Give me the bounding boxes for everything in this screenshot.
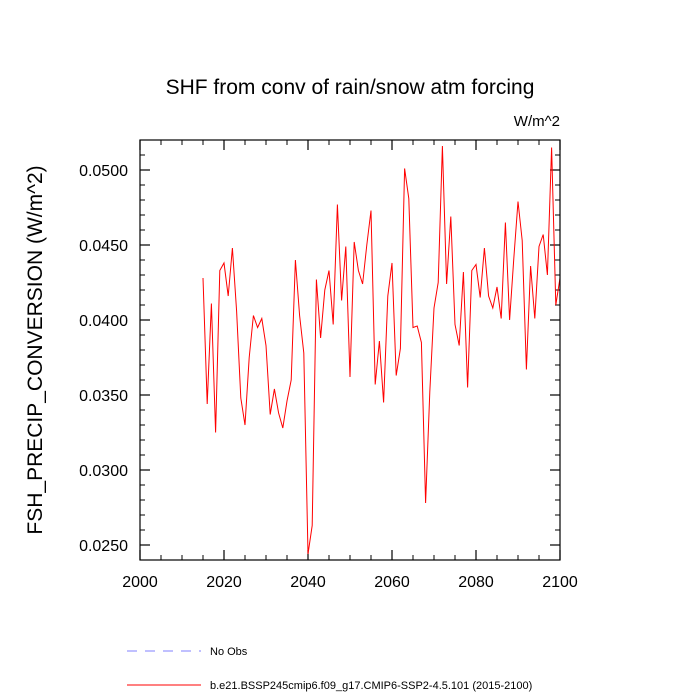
y-tick-label: 0.0250 [79, 538, 128, 555]
chart-units: W/m^2 [514, 113, 560, 130]
y-tick-label: 0.0450 [79, 238, 128, 255]
x-tick-label: 2000 [122, 574, 158, 591]
legend: No Obs b.e21.BSSP245cmip6.f09_g17.CMIP6-… [127, 646, 532, 692]
x-tick-label: 2040 [290, 574, 326, 591]
plot-frame [139, 139, 561, 561]
y-axis-label: FSH_PRECIP_CONVERSION (W/m^2) [24, 165, 47, 534]
x-tick-label: 2060 [374, 574, 410, 591]
legend-label-no-obs: No Obs [210, 646, 248, 658]
y-tick-labels: 0.0250 0.0300 0.0350 0.0400 0.0450 0.0500 [79, 163, 128, 555]
y-tick-label: 0.0350 [79, 388, 128, 405]
legend-label-model-run: b.e21.BSSP245cmip6.f09_g17.CMIP6-SSP2-4.… [210, 680, 532, 692]
x-tick-label: 2100 [542, 574, 578, 591]
series-line-1 [202, 145, 561, 555]
x-tick-label: 2020 [206, 574, 242, 591]
series-lines [202, 145, 561, 555]
axes-ticks [139, 139, 561, 561]
x-tick-label: 2080 [458, 574, 494, 591]
y-tick-label: 0.0400 [79, 313, 128, 330]
x-tick-labels: 2000 2020 2040 2060 2080 2100 [122, 574, 578, 591]
chart-title: SHF from conv of rain/snow atm forcing [166, 76, 535, 99]
y-tick-label: 0.0300 [79, 463, 128, 480]
y-tick-label: 0.0500 [79, 163, 128, 180]
